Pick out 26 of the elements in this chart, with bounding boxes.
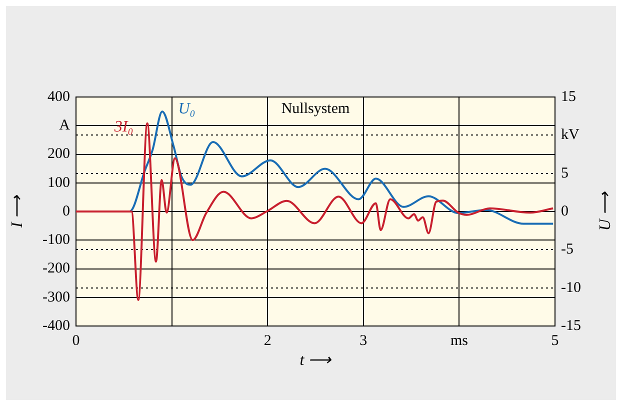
y-tick-label: -200 xyxy=(42,260,70,277)
y-tick-label: -100 xyxy=(42,232,70,248)
x-axis-title: t ⟶ xyxy=(300,352,332,370)
y2-tick-label: 0 xyxy=(561,203,568,220)
x-tick-label: ms xyxy=(450,332,468,349)
y-tick-label: A xyxy=(59,118,70,134)
y2-tick-label: -10 xyxy=(561,280,581,296)
y-tick-label: -300 xyxy=(42,289,70,306)
y-axis-title: I ⟶ xyxy=(9,194,26,229)
y-tick-label: 100 xyxy=(48,174,70,191)
chart-title: Nullsystem xyxy=(281,100,350,117)
y2-tick-label: -15 xyxy=(561,318,581,334)
y2-tick-label: 5 xyxy=(561,165,568,182)
x-tick-label: 5 xyxy=(551,332,559,349)
y-tick-label: 400 xyxy=(48,88,70,105)
y-tick-label: -400 xyxy=(42,318,70,334)
y2-tick-label: 15 xyxy=(561,88,576,105)
y-tick-label: 0 xyxy=(62,203,70,220)
x-tick-label: 3 xyxy=(360,332,368,349)
series-label: U₀ xyxy=(178,100,196,118)
x-tick-label: 2 xyxy=(264,332,272,349)
y-tick-label: 200 xyxy=(48,146,70,162)
y2-axis-title: U ⟶ xyxy=(597,191,614,231)
y2-tick-label: -5 xyxy=(561,242,574,258)
y2-tick-label: kV xyxy=(561,127,580,144)
line-series xyxy=(76,122,554,301)
